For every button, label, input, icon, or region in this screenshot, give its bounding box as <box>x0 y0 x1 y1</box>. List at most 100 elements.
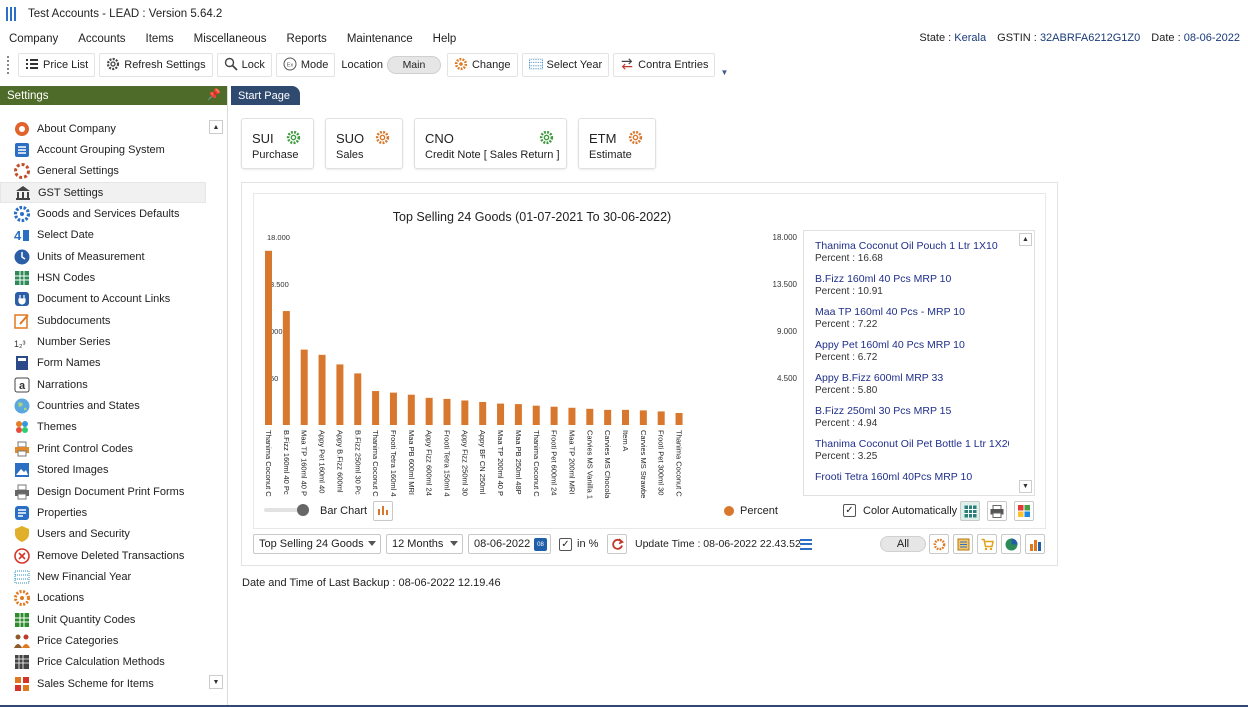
date-field[interactable]: 08-06-2022 08 <box>468 534 551 554</box>
menu-items[interactable]: Items <box>145 33 174 45</box>
sidebar-item-form-names[interactable]: Form Names <box>0 353 210 374</box>
sidebar-item-number-series[interactable]: 1₂³ Number Series <box>0 331 210 352</box>
sidebar-item-countries-and-states[interactable]: Countries and States <box>0 395 210 416</box>
right-axis-tick-label: 4.500 <box>777 374 798 383</box>
chart-type-toggle[interactable] <box>264 503 310 517</box>
legend-item[interactable]: B.Fizz 250ml 30 Pcs MRP 15 Percent : 4.94 <box>804 405 1009 429</box>
sidebar-item-remove-deleted-transactions[interactable]: Remove Deleted Transactions <box>0 545 210 566</box>
lock-button[interactable]: Lock <box>216 53 272 77</box>
period-dropdown[interactable]: 12 Months <box>386 534 463 554</box>
menu-help[interactable]: Help <box>432 33 457 45</box>
in-percent-checkbox[interactable]: ✓ <box>559 538 572 551</box>
menu-reports[interactable]: Reports <box>286 33 327 45</box>
filter-documents-button[interactable] <box>953 534 973 554</box>
color-auto-checkbox[interactable]: ✓ <box>843 504 856 517</box>
pin-icon[interactable]: 📌 <box>207 89 221 101</box>
sidebar-item-stored-images[interactable]: Stored Images <box>0 460 210 481</box>
scroll-down-button[interactable]: ▼ <box>209 675 223 689</box>
date-label: Date : <box>1151 32 1181 44</box>
calendar-icon[interactable]: 08 <box>534 538 547 551</box>
sidebar-item-document-to-account-links[interactable]: Document to Account Links <box>0 289 210 310</box>
change-button[interactable]: Change <box>446 53 518 77</box>
toggle-knob <box>297 504 309 516</box>
legend-item[interactable]: Thanima Coconut Oil Pouch 1 Ltr 1X10 Perc… <box>804 240 1009 264</box>
chart-bar <box>372 391 380 425</box>
chart-style-icon <box>378 506 388 515</box>
all-button[interactable]: All <box>880 536 926 552</box>
sidebar-item-goods-and-services-defaults[interactable]: Goods and Services Defaults <box>0 203 210 224</box>
x-axis-category-label: Maa TP 200ml 40 P <box>496 430 505 496</box>
update-time: Update Time : 08-06-2022 22.43.52 <box>635 538 801 550</box>
sidebar-item-users-and-security[interactable]: Users and Security <box>0 524 210 545</box>
menu-miscellaneous[interactable]: Miscellaneous <box>193 33 267 45</box>
x-axis-category-label: Frooti Tetra 150ml 4 <box>443 430 452 497</box>
refresh-button[interactable] <box>607 534 627 554</box>
sidebar-item-design-document-print-forms[interactable]: Design Document Print Forms <box>0 481 210 502</box>
table-icon <box>964 505 976 517</box>
card-estimate[interactable]: ETM Estimate <box>578 118 656 169</box>
menu-maintenance[interactable]: Maintenance <box>346 33 413 45</box>
sidebar-item-sales-scheme-for-items[interactable]: Sales Scheme for Items <box>0 673 210 694</box>
legend-item[interactable]: Appy Pet 160ml 40 Pcs MRP 10 Percent : 6.… <box>804 339 1009 363</box>
chart-settings-button[interactable] <box>373 501 393 521</box>
filter-cart-button[interactable] <box>977 534 997 554</box>
sidebar-item-gst-settings[interactable]: GST Settings <box>0 182 206 204</box>
legend-scroll-up[interactable]: ▲ <box>1019 233 1032 246</box>
toolbar-grip[interactable] <box>7 56 10 74</box>
print-form-icon <box>13 483 31 501</box>
filter-all-categories-button[interactable] <box>929 534 949 554</box>
sidebar-item-subdocuments[interactable]: Subdocuments <box>0 310 210 331</box>
sidebar-item-properties[interactable]: Properties <box>0 502 210 523</box>
sidebar-item-price-calculation-methods[interactable]: Price Calculation Methods <box>0 652 210 673</box>
table-view-button[interactable] <box>960 501 980 521</box>
right-axis-tick-label: 18.000 <box>773 233 798 242</box>
form-icon <box>13 354 31 372</box>
mode-label: Mode <box>300 59 329 71</box>
sidebar-item-unit-quantity-codes[interactable]: Unit Quantity Codes <box>0 609 210 630</box>
mode-button[interactable]: Ex Mode <box>275 53 336 77</box>
sidebar-item-print-control-codes[interactable]: Print Control Codes <box>0 438 210 459</box>
toolbar-overflow-icon[interactable]: ▼ <box>720 68 729 77</box>
scroll-up-button[interactable]: ▲ <box>209 120 223 134</box>
card-sales[interactable]: SUO Sales <box>325 118 403 169</box>
pie-chart-icon <box>1005 538 1017 550</box>
legend-item[interactable]: B.Fizz 160ml 40 Pcs MRP 10 Percent : 10.9… <box>804 273 1009 297</box>
sidebar-item-locations[interactable]: Locations <box>0 588 210 609</box>
chart-legend-list[interactable]: Thanima Coconut Oil Pouch 1 Ltr 1X10 Perc… <box>803 230 1035 496</box>
legend-item[interactable]: Maa TP 160ml 40 Pcs - MRP 10 Percent : 7.… <box>804 306 1009 330</box>
color-palette-button[interactable] <box>1014 501 1034 521</box>
refresh-settings-button[interactable]: Refresh Settings <box>99 53 213 77</box>
sidebar-item-select-date[interactable]: 4 Select Date <box>0 225 210 246</box>
menu-company[interactable]: Company <box>9 33 59 45</box>
legend-scroll-down[interactable]: ▼ <box>1019 480 1032 493</box>
sidebar-item-units-of-measurement[interactable]: Units of Measurement <box>0 246 210 267</box>
pie-chart-button[interactable] <box>1001 534 1021 554</box>
print-chart-button[interactable] <box>987 501 1007 521</box>
sidebar-item-new-financial-year[interactable]: New Financial Year <box>0 566 210 587</box>
legend-item[interactable]: Frooti Tetra 160ml 40Pcs MRP 10 <box>804 471 1009 483</box>
legend-item[interactable]: Appy B.Fizz 600ml MRP 33 Percent : 5.80 <box>804 372 1009 396</box>
bar-chart-button[interactable] <box>1025 534 1045 554</box>
tab-start-page[interactable]: Start Page <box>231 86 300 105</box>
card-credit-note[interactable]: CNO Credit Note [ Sales Return ] <box>414 118 567 169</box>
sidebar-item-themes[interactable]: Themes <box>0 417 210 438</box>
sidebar-item-hsn-codes[interactable]: HSN Codes <box>0 267 210 288</box>
sidebar-item-account-grouping-system[interactable]: Account Grouping System <box>0 139 210 160</box>
sidebar-item-about-company[interactable]: About Company <box>0 118 210 139</box>
card-purchase[interactable]: SUI Purchase <box>241 118 314 169</box>
date-value: 08-06-2022 <box>1183 32 1240 44</box>
x-axis-category-label: Maa TP 200ml MRI <box>567 430 576 494</box>
sidebar-item-price-categories[interactable]: Price Categories <box>0 630 210 651</box>
select-year-button[interactable]: Select Year <box>521 53 610 77</box>
details-list-icon[interactable] <box>800 539 812 550</box>
location-selector[interactable]: Main <box>386 56 441 74</box>
sidebar-item-narrations[interactable]: a Narrations <box>0 374 210 395</box>
menu-accounts[interactable]: Accounts <box>78 33 126 45</box>
x-axis-category-label: Carvies MS Vanilla 1 <box>585 430 594 499</box>
report-dropdown[interactable]: Top Selling 24 Goods <box>253 534 381 554</box>
sidebar-item-general-settings[interactable]: General Settings <box>0 161 210 182</box>
contra-entries-button[interactable]: Contra Entries <box>613 53 716 77</box>
legend-item[interactable]: Thanima Coconut Oil Pet Bottle 1 Ltr 1X2… <box>804 438 1009 462</box>
price-list-button[interactable]: Price List <box>18 53 96 77</box>
green-gear-icon <box>539 130 554 145</box>
